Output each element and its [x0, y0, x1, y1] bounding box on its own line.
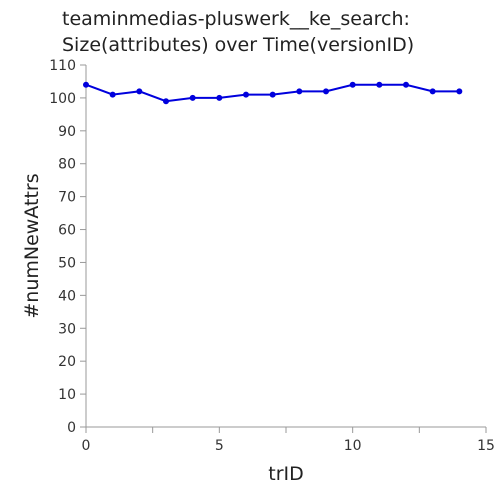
- x-axis-label: trID: [268, 463, 304, 485]
- data-point: [377, 82, 382, 87]
- data-point: [404, 82, 409, 87]
- ticks: 0 10 20 30 40 50 60 70 80 90 100 110 0 5 10 15: [49, 58, 495, 454]
- x-tick-label: 15: [477, 438, 495, 454]
- series: [84, 82, 462, 103]
- data-point: [457, 89, 462, 94]
- axes: [86, 65, 486, 427]
- y-tick-label: 30: [58, 321, 76, 337]
- x-tick-label: 5: [215, 438, 224, 454]
- y-axis-label: #numNewAttrs: [21, 173, 43, 318]
- data-point: [430, 89, 435, 94]
- y-tick-label: 90: [58, 124, 76, 140]
- y-tick-label: 60: [58, 223, 76, 239]
- data-point: [244, 92, 249, 97]
- data-point: [350, 82, 355, 87]
- y-tick-label: 70: [58, 190, 76, 206]
- data-point: [110, 92, 115, 97]
- data-point: [297, 89, 302, 94]
- y-tick-label: 100: [49, 91, 76, 107]
- y-tick-label: 50: [58, 255, 76, 271]
- y-tick-label: 110: [49, 58, 76, 74]
- x-tick-label: 0: [82, 438, 91, 454]
- data-point: [270, 92, 275, 97]
- data-point: [164, 99, 169, 104]
- y-tick-label: 40: [58, 288, 76, 304]
- data-point: [84, 82, 89, 87]
- data-point: [324, 89, 329, 94]
- y-tick-label: 0: [67, 420, 76, 436]
- data-point: [137, 89, 142, 94]
- y-tick-label: 10: [58, 387, 76, 403]
- y-tick-label: 20: [58, 354, 76, 370]
- x-tick-label: 10: [344, 438, 362, 454]
- data-point: [190, 95, 195, 100]
- y-tick-label: 80: [58, 157, 76, 173]
- data-point: [217, 95, 222, 100]
